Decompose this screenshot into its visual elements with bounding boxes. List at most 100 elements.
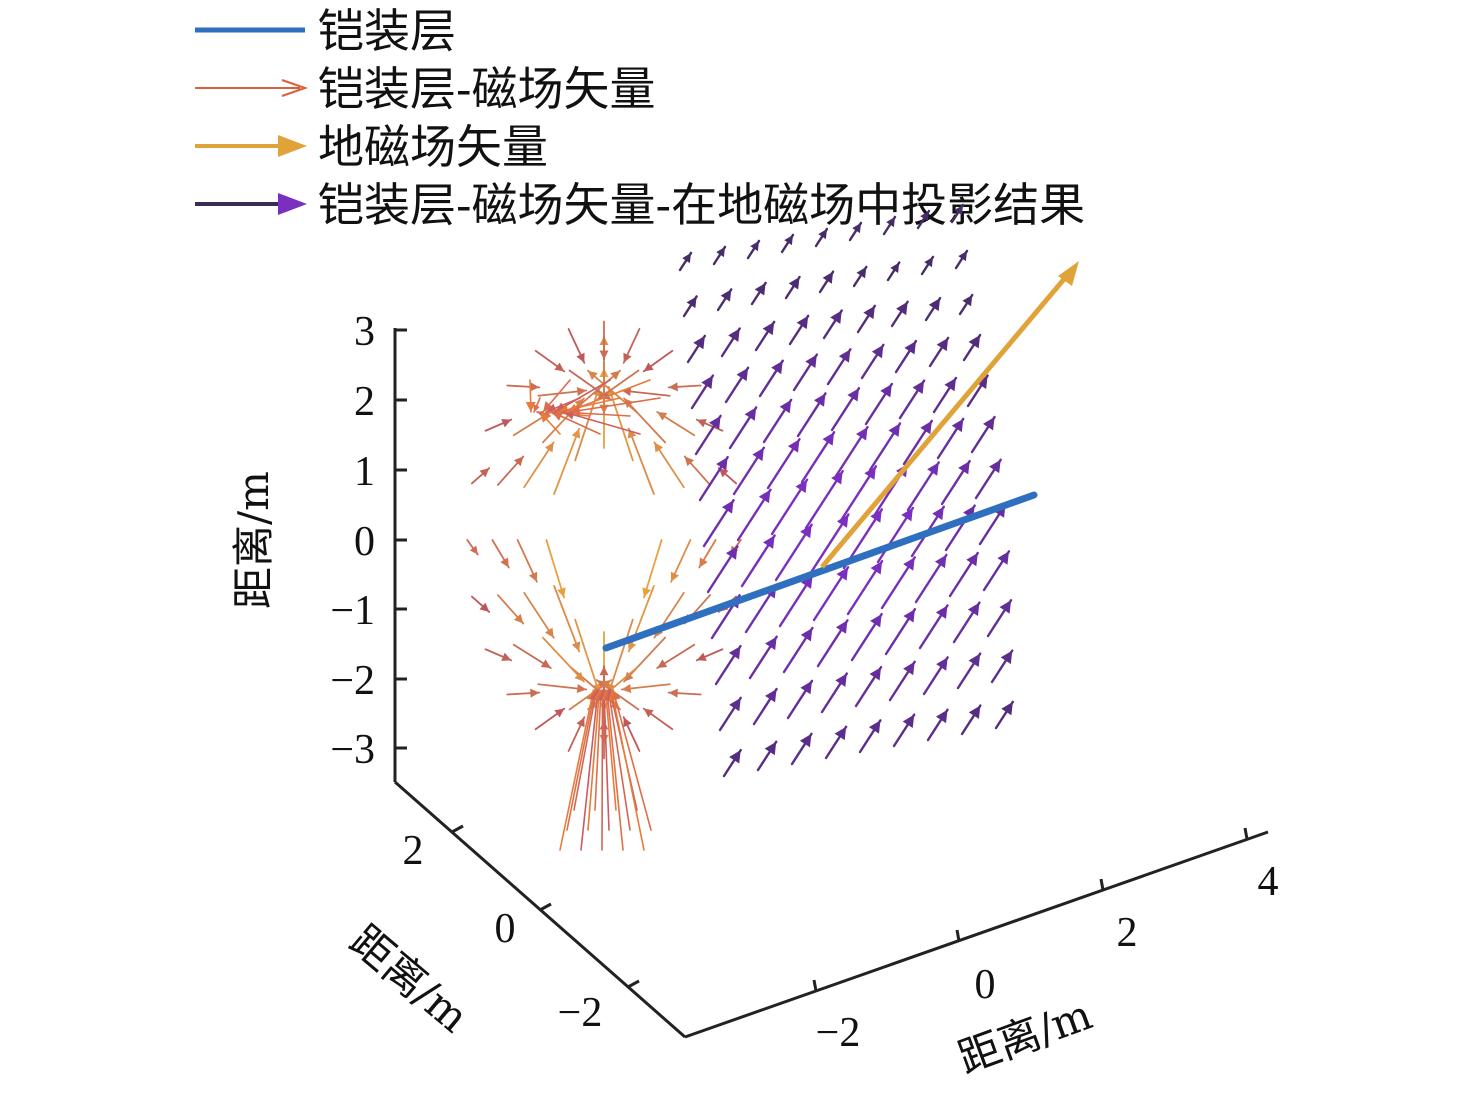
- y-tick-label: −2: [558, 990, 603, 1036]
- projection-arrow: [718, 696, 742, 732]
- projection-arrow: [924, 296, 942, 322]
- armor-field-arrow: [608, 689, 645, 851]
- projection-arrow: [948, 551, 979, 598]
- z-axis-ticks: [395, 328, 407, 750]
- projection-arrow: [956, 652, 982, 690]
- projection-arrow: [868, 422, 902, 472]
- projection-arrow: [816, 619, 849, 668]
- armor-field-arrow: [516, 539, 538, 583]
- projection-arrow: [890, 300, 909, 328]
- y-tick-label: 0: [495, 906, 516, 952]
- x-axis-tick-labels: −2 0 2 4: [816, 859, 1279, 1056]
- projection-arrow: [852, 265, 868, 288]
- projection-arrow: [826, 348, 852, 386]
- armor-field-arrow: [539, 411, 561, 435]
- armor-field-arrow: [496, 455, 525, 486]
- x-axis-ticks: [812, 827, 1249, 992]
- projection-arrow: [788, 314, 810, 346]
- armor-field-arrow: [533, 397, 541, 413]
- projection-arrow: [812, 566, 850, 622]
- projection-arrow: [714, 644, 742, 686]
- legend-item-earth-field: 地磁场矢量: [195, 120, 548, 174]
- projection-arrow: [952, 601, 981, 644]
- y-tick: [539, 902, 552, 912]
- armor-field-arrow: [525, 379, 536, 413]
- armor-field-arrow: [506, 382, 541, 392]
- armor-field-arrow: [534, 707, 566, 731]
- projection-arrow: [880, 556, 916, 610]
- projection-arrow: [800, 431, 836, 484]
- projection-arrow: [706, 545, 739, 594]
- armor-field-arrow: [470, 467, 491, 485]
- armor-field-arrow: [523, 441, 555, 489]
- x-axis-line: [684, 830, 1269, 1039]
- projection-arrow: [940, 459, 971, 506]
- projection-arrow: [860, 343, 885, 380]
- projection-arrow: [786, 679, 814, 720]
- projection-arrow: [778, 574, 814, 628]
- projection-arrow: [888, 660, 916, 702]
- projection-arrow: [994, 700, 1015, 730]
- projection-arrow: [822, 309, 843, 340]
- armor-field-arrow: [653, 441, 685, 489]
- projection-arrow: [694, 414, 722, 456]
- armor-field-arrow: [491, 539, 510, 569]
- projection-arrow: [712, 245, 727, 266]
- legend-earth-field-arrowhead: [278, 135, 307, 157]
- projection-arrow: [906, 461, 940, 512]
- legend-item-armor-field: 铠装层-磁场矢量: [195, 62, 656, 116]
- armor-field-arrow: [484, 648, 513, 662]
- projection-arrow: [858, 719, 882, 754]
- projection-arrow: [922, 656, 949, 696]
- projection-arrow: [986, 599, 1013, 638]
- z-tick-label: 2: [354, 379, 375, 425]
- projection-arrow: [838, 465, 878, 524]
- projection-arrow: [824, 725, 848, 760]
- projection-arrow: [830, 387, 861, 432]
- legend: 铠装层 铠装层-磁场矢量 地磁场矢量 铠装层-磁场矢量-在地磁场中投影结果: [195, 4, 1085, 232]
- armor-field-arrow: [570, 369, 621, 414]
- projection-arrow: [902, 419, 934, 466]
- projection-arrow: [736, 488, 772, 542]
- armor-field-arrow: [627, 427, 655, 495]
- projection-arrow: [928, 336, 950, 368]
- x-tick-label: 2: [1117, 910, 1138, 956]
- projection-arrow: [990, 649, 1014, 684]
- armor-field-arrow: [717, 467, 738, 485]
- legend-armor-label: 铠装层: [318, 4, 456, 58]
- projection-arrow: [784, 275, 801, 300]
- projection-arrow: [884, 608, 917, 656]
- z-tick-label: 1: [354, 449, 375, 495]
- armor-field-arrow: [496, 594, 525, 625]
- projection-arrow: [894, 339, 918, 374]
- armor-field-arrow: [656, 643, 696, 669]
- projection-arrow: [756, 740, 778, 772]
- y-axis-ticks: [451, 824, 640, 989]
- armor-field-arrow: [620, 387, 671, 397]
- projection-arrow: [762, 398, 793, 444]
- armor-field-arrow: [667, 688, 702, 698]
- projection-arrow: [864, 382, 894, 426]
- y-tick: [627, 979, 640, 989]
- armor-field-arrow: [537, 683, 588, 693]
- projection-arrow: [722, 748, 742, 778]
- projection-arrow: [754, 320, 776, 352]
- projection-arrow: [834, 425, 869, 478]
- legend-armor-field-label: 铠装层-磁场矢量: [318, 62, 656, 116]
- projection-arrow: [958, 293, 974, 316]
- legend-earth-field-label: 地磁场矢量: [318, 120, 548, 174]
- projection-arrow: [966, 374, 989, 408]
- armor-field-arrow: [542, 379, 571, 413]
- projection-arrow: [926, 708, 949, 742]
- armor-field-arrow: [695, 648, 724, 662]
- projection-arrow: [962, 333, 982, 362]
- armor-field-arrow: [642, 349, 674, 373]
- armor-field-arrow: [551, 411, 601, 435]
- y-axis-tick-labels: 2 0 −2: [403, 828, 603, 1036]
- projection-arrow: [804, 470, 844, 530]
- projection-arrow: [678, 251, 693, 272]
- z-axis-tick-labels: 3 2 1 0 −1 −2 −3: [330, 309, 375, 773]
- projection-arrow: [848, 221, 863, 242]
- armor-field-arrow: [470, 595, 491, 613]
- armor-field-arrow: [610, 689, 652, 831]
